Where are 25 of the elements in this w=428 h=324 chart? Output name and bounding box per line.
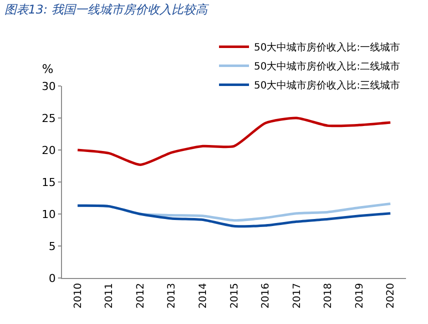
x-tick-label: 2020: [386, 283, 397, 308]
x-tick-label: 2018: [323, 283, 334, 308]
legend-label: 50大中城市房价收入比:二线城市: [254, 60, 400, 73]
line-series: [76, 116, 392, 166]
x-tick-label: 2016: [260, 283, 272, 308]
x-tick-label: 2013: [166, 283, 178, 308]
chart-title: 图表13: 我国一线城市房价收入比较高: [4, 2, 210, 16]
y-tick-label: 10: [42, 208, 56, 221]
y-tick-label: 20: [42, 144, 56, 157]
x-tick-label: 2014: [198, 283, 209, 308]
legend-label: 50大中城市房价收入比:三线城市: [254, 80, 400, 92]
line-series: [76, 204, 392, 228]
y-tick-label: 0: [48, 272, 56, 285]
y-tick-label: 5: [48, 240, 56, 253]
x-tick-label: 2017: [292, 283, 303, 308]
y-tick-label: 15: [42, 176, 56, 189]
x-tick-label: 2011: [104, 283, 116, 308]
y-axis-title: %: [42, 62, 54, 76]
y-tick-label: 25: [42, 112, 56, 125]
y-tick-label: 30: [42, 80, 56, 93]
x-tick-label: 2012: [135, 283, 146, 308]
legend-label: 50大中城市房价收入比:一线城市: [254, 42, 400, 54]
x-tick-label: 2019: [354, 283, 366, 308]
x-tick-label: 2010: [72, 283, 84, 308]
x-tick-label: 2015: [229, 283, 240, 308]
